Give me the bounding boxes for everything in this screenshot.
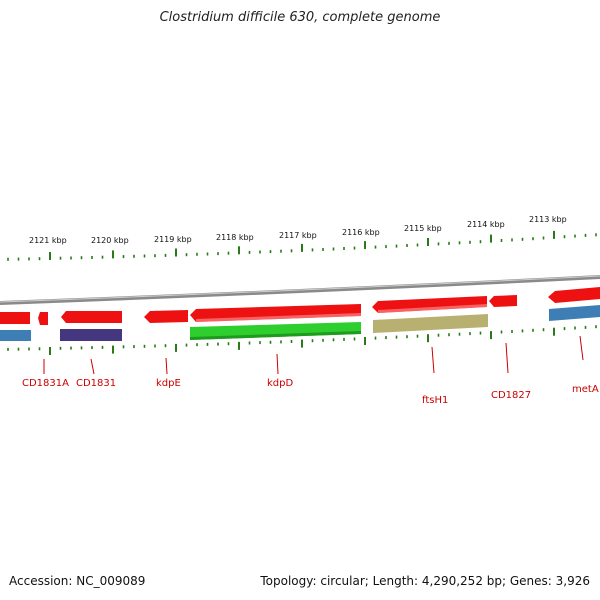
- cds-arrow: [548, 287, 600, 303]
- gene-labels: CD1831A CD1831 kdpE kdpD ftsH1 CD1827 me…: [22, 378, 599, 406]
- gene-label-kdpd: kdpD: [267, 378, 293, 389]
- cds-arrow: [61, 311, 122, 323]
- cds-arrow-shade: [378, 304, 487, 313]
- scale-label-2119: 2119 kbp: [154, 235, 192, 244]
- scale-labels: 2121 kbp 2120 kbp 2119 kbp 2118 kbp 2117…: [29, 215, 567, 245]
- cds-arrow: [144, 310, 188, 323]
- gene-label-cd1831a: CD1831A: [22, 378, 69, 389]
- leader-line: [276, 353, 279, 375]
- green-cds-shade: [190, 331, 361, 340]
- upper-scale-ticks: [7, 230, 597, 261]
- leader-line: [505, 342, 509, 374]
- gene-label-leaders: [43, 335, 584, 375]
- cds-arrow: [0, 312, 30, 324]
- genome-summary-text: Topology: circular; Length: 4,290,252 bp…: [260, 574, 590, 588]
- cds-arrow-shade: [196, 313, 361, 322]
- accession-text: Accession: NC_009089: [9, 574, 146, 588]
- blue-cds-block: [0, 330, 31, 341]
- olive-cds-block: [373, 314, 488, 333]
- cds-color-track: [0, 305, 600, 341]
- scale-label-2116: 2116 kbp: [342, 228, 380, 237]
- gene-label-cd1827: CD1827: [491, 390, 531, 401]
- gene-label-cd1831: CD1831: [76, 378, 116, 389]
- leader-line: [165, 357, 168, 375]
- scale-label-2120: 2120 kbp: [91, 236, 129, 245]
- gene-label-kdpe: kdpE: [156, 378, 181, 389]
- purple-cds-block: [60, 329, 122, 341]
- blue-cds-block-right: [549, 305, 600, 321]
- scale-label-2118: 2118 kbp: [216, 233, 254, 242]
- cds-forward-track: [0, 287, 600, 325]
- scale-label-2113: 2113 kbp: [529, 215, 567, 224]
- scale-label-2114: 2114 kbp: [467, 220, 505, 229]
- gene-label-meta: metA: [572, 384, 599, 395]
- cds-arrow: [38, 312, 48, 325]
- scale-label-2121: 2121 kbp: [29, 236, 67, 245]
- scale-label-2115: 2115 kbp: [404, 224, 442, 233]
- cds-arrow: [489, 295, 517, 307]
- leader-line: [579, 335, 584, 361]
- leader-line: [90, 358, 95, 375]
- scale-label-2117: 2117 kbp: [279, 231, 317, 240]
- map-title: Clostridium difficile 630, complete geno…: [159, 10, 441, 25]
- gene-label-ftsh1: ftsH1: [422, 395, 448, 406]
- leader-line: [431, 346, 435, 374]
- genome-backbone-highlight: [0, 275, 600, 303]
- lower-scale-ticks: [7, 325, 597, 355]
- genome-backbone: [0, 275, 600, 305]
